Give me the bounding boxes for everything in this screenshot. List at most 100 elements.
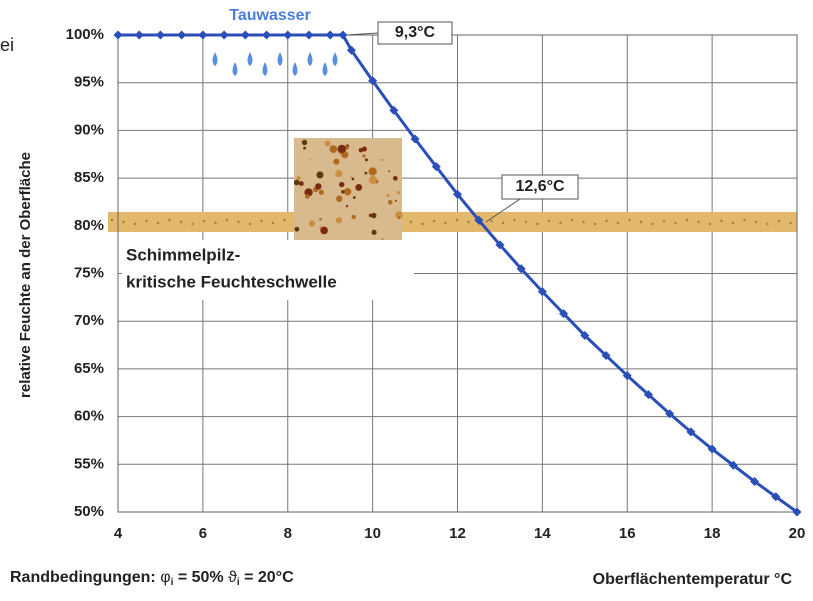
mold-spot <box>294 180 300 186</box>
water-drop <box>333 52 338 66</box>
mold-spot <box>335 170 342 177</box>
mold-spot <box>350 176 352 178</box>
band-texture <box>582 221 584 223</box>
y-tick-label: 75% <box>74 264 104 281</box>
annotation: kritische Feuchteschwelle <box>126 272 337 291</box>
band-texture <box>433 220 435 222</box>
band-texture <box>778 220 780 222</box>
mold-spot <box>303 147 306 150</box>
water-drop <box>278 52 283 66</box>
cut-text: ei <box>0 35 14 55</box>
band-texture <box>525 221 527 223</box>
footnote-part: φ <box>160 569 170 586</box>
y-axis-label: relative Feuchte an der Oberfläche <box>17 152 34 398</box>
water-drop <box>293 62 298 76</box>
band-texture <box>111 219 113 221</box>
data-point <box>304 31 313 40</box>
data-point <box>220 31 229 40</box>
mold-spot <box>338 145 346 153</box>
mold-spot <box>344 188 351 195</box>
data-point <box>262 31 271 40</box>
band-texture <box>214 222 216 224</box>
x-tick-label: 20 <box>789 525 806 542</box>
x-tick-label: 10 <box>364 525 381 542</box>
band-texture <box>283 219 285 221</box>
band-texture <box>651 223 653 225</box>
y-tick-label: 90% <box>74 121 104 138</box>
band-texture <box>180 221 182 223</box>
mold-spot <box>333 159 339 165</box>
band-texture <box>203 220 205 222</box>
band-texture <box>536 223 538 225</box>
mold-spot <box>388 170 390 172</box>
data-point <box>114 31 123 40</box>
mold-spot <box>320 227 328 235</box>
band-texture <box>410 221 412 223</box>
mold-spot <box>336 217 342 223</box>
data-point <box>198 31 207 40</box>
mold-spot <box>299 181 304 186</box>
mold-spot <box>352 215 356 219</box>
mold-spot <box>372 230 377 235</box>
band-texture <box>755 221 757 223</box>
footnote-part: i <box>237 577 240 588</box>
band-texture <box>226 219 228 221</box>
band-texture <box>743 219 745 221</box>
band-texture <box>686 219 688 221</box>
mold-spot <box>388 200 393 205</box>
y-tick-label: 55% <box>74 455 104 472</box>
mold-spot <box>386 194 389 197</box>
band-texture <box>456 219 458 221</box>
band-texture <box>709 223 711 225</box>
footnote-part: Randbedingungen: <box>10 569 156 586</box>
band-texture <box>249 223 251 225</box>
mold-spot <box>364 172 367 175</box>
mold-spot <box>319 218 322 221</box>
mold-spot <box>294 227 299 232</box>
data-point <box>241 31 250 40</box>
band-texture <box>421 223 423 225</box>
y-tick-label: 65% <box>74 360 104 377</box>
mold-spot <box>365 158 368 161</box>
band-texture <box>145 220 147 222</box>
mold-spot <box>346 205 348 207</box>
water-drop <box>213 52 218 66</box>
x-tick-label: 8 <box>284 525 292 542</box>
band-texture <box>766 223 768 225</box>
x-tick-label: 12 <box>449 525 466 542</box>
water-drop <box>308 52 313 66</box>
water-drop <box>248 52 253 66</box>
band-texture <box>571 219 573 221</box>
band-texture <box>789 222 791 224</box>
data-point <box>326 31 335 40</box>
annotation: 9,3°C <box>395 24 436 41</box>
band-texture <box>122 221 124 223</box>
mold-spot <box>369 176 377 184</box>
band-texture <box>237 221 239 223</box>
mold-spot <box>302 140 307 145</box>
annotation: Schimmelpilz- <box>126 245 240 264</box>
footnote-part: = 20°C <box>244 569 294 586</box>
mold-spot <box>319 190 324 195</box>
mold-spot <box>398 216 401 219</box>
band-texture <box>272 222 274 224</box>
band-texture <box>720 220 722 222</box>
footnote-part: = 50% <box>178 569 224 586</box>
data-point <box>177 31 186 40</box>
mold-spot <box>393 176 398 181</box>
water-drop <box>233 62 238 76</box>
data-point <box>135 31 144 40</box>
mold-spot <box>305 194 310 199</box>
mold-spot <box>355 184 362 191</box>
band-texture <box>628 219 630 221</box>
band-texture <box>697 221 699 223</box>
mold-spot <box>339 182 344 187</box>
annotation: Tauwasser <box>229 7 311 24</box>
mold-spot <box>369 167 377 175</box>
y-tick-label: 60% <box>74 408 104 425</box>
band-texture <box>732 222 734 224</box>
band-texture <box>134 223 136 225</box>
water-drop <box>323 62 328 76</box>
mold-spot <box>309 220 315 226</box>
mold-spot <box>369 214 372 217</box>
